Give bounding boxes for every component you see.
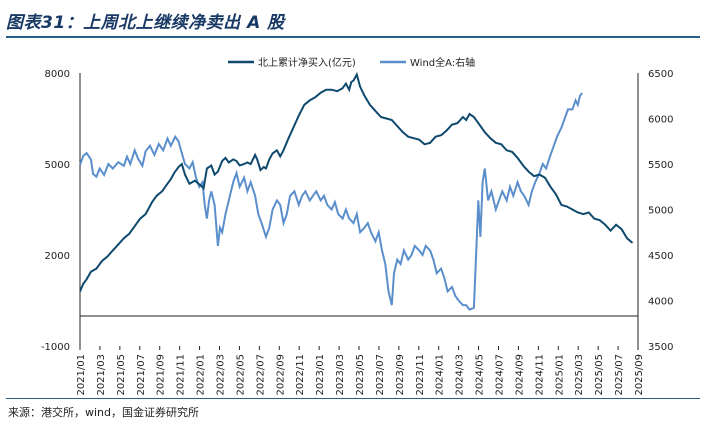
x-tick-label: 2023/05 (355, 354, 366, 396)
x-tick-label: 2021/09 (156, 354, 167, 396)
x-tick-label: 2025/05 (594, 354, 605, 396)
x-tick-label: 2025/07 (614, 354, 625, 396)
right-tick-label: 6500 (648, 69, 673, 80)
x-tick-label: 2025/09 (634, 354, 645, 396)
x-tick-label: 2022/03 (216, 354, 227, 396)
source-note: 来源：港交所，wind，国金证券研究所 (8, 406, 200, 419)
x-tick-label: 2021/07 (136, 354, 147, 396)
x-tick-label: 2025/03 (574, 354, 585, 396)
x-tick-label: 2024/03 (455, 354, 466, 396)
series-line-wind-all-a (79, 92, 583, 311)
left-tick-label: -1000 (41, 342, 70, 353)
right-tick-label: 5500 (648, 160, 673, 171)
right-tick-label: 5000 (648, 206, 673, 217)
x-tick-label: 2021/05 (116, 354, 127, 396)
x-tick-label: 2022/09 (275, 354, 286, 396)
x-tick-label: 2021/01 (76, 354, 87, 396)
x-tick-label: 2022/11 (295, 354, 306, 396)
legend-label-northbound: 北上累计净买入(亿元) (258, 56, 356, 69)
left-tick-label: 8000 (45, 69, 70, 80)
right-tick-label: 4000 (648, 297, 673, 308)
x-tick-label: 2023/01 (315, 354, 326, 396)
left-tick-label: 2000 (45, 251, 70, 262)
legend: 北上累计净买入(亿元) Wind全A:右轴 (228, 56, 475, 69)
right-ticks: 3500 4000 4500 5000 5500 6000 6500 (648, 69, 673, 353)
source-rule (6, 398, 700, 399)
x-tick-label: 2024/11 (534, 354, 545, 396)
x-tick-label: 2021/11 (176, 354, 187, 396)
x-tick-label: 2022/05 (235, 354, 246, 396)
x-ticks: 2021/01 2021/03 2021/05 2021/07 2021/09 2021/… (76, 346, 645, 396)
x-tick-label: 2023/09 (395, 354, 406, 396)
x-tick-label: 2023/03 (335, 354, 346, 396)
right-tick-label: 4500 (648, 251, 673, 262)
x-tick-label: 2021/03 (96, 354, 107, 396)
title-rule (6, 36, 700, 38)
x-tick-label: 2025/01 (554, 354, 565, 396)
x-tick-label: 2023/11 (415, 354, 426, 396)
chart-title: 图表31：上周北上继续净卖出 A 股 (6, 13, 285, 33)
x-tick-label: 2022/07 (255, 354, 266, 396)
x-tick-label: 2024/05 (475, 354, 486, 396)
x-tick-label: 2024/09 (514, 354, 525, 396)
legend-label-wind-all-a: Wind全A:右轴 (410, 56, 475, 69)
right-tick-label: 6000 (648, 115, 673, 126)
left-tick-label: 5000 (45, 160, 70, 171)
right-tick-label: 3500 (648, 342, 673, 353)
left-ticks: -1000 2000 5000 8000 (41, 69, 70, 353)
x-tick-label: 2024/01 (435, 354, 446, 396)
x-tick-label: 2022/01 (196, 354, 207, 396)
x-tick-label: 2024/07 (495, 354, 506, 396)
series-line-northbound (79, 71, 634, 292)
x-tick-label: 2023/07 (375, 354, 386, 396)
